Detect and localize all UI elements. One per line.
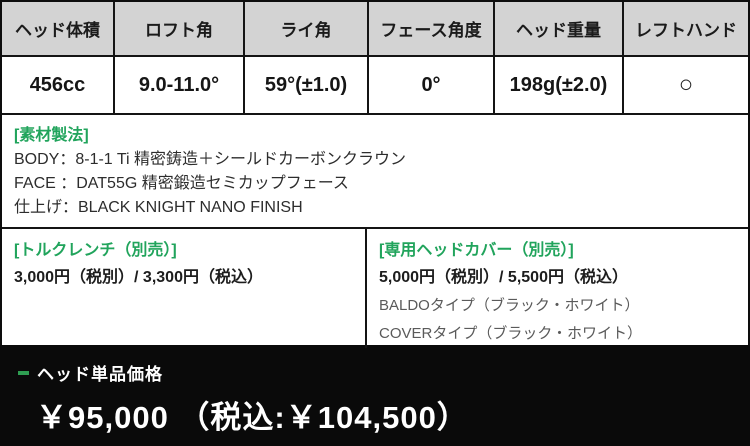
green-dash-icon [18,370,29,375]
value-loft-angle: 9.0-11.0° [115,57,245,115]
material-body-line: BODY：8-1-1 Ti 精密鋳造＋シールドカーボンクラウン [14,151,407,168]
price-bar-label: ヘッド単品価格 [37,365,163,384]
header-head-weight: ヘッド重量 [495,2,624,57]
material-section-label: [素材製法] [14,127,89,144]
headcover-label: [専用ヘッドカバー（別売）] [379,242,574,259]
price-bar-label-row: ヘッド単品価格 [18,360,750,385]
material-section: [素材製法] BODY：8-1-1 Ti 精密鋳造＋シールドカーボンクラウン F… [2,115,748,229]
spec-value-row: 456cc 9.0-11.0° 59°(±1.0) 0° 198g(±2.0) … [2,57,748,115]
material-finish-line: 仕上げ：BLACK KNIGHT NANO FINISH [14,199,303,216]
headcover-variant-baldo: BALDOタイプ（ブラック・ホワイト） [379,297,640,314]
value-lie-angle: 59°(±1.0) [245,57,369,115]
torque-wrench-label: [トルクレンチ（別売）] [14,242,177,259]
head-price-bar: ヘッド単品価格 ￥95,000 （税込:￥104,500） [0,345,750,446]
headcover-variant-cover: COVERタイプ（ブラック・ホワイト） [379,325,643,342]
head-unit-price: ￥95,000 （税込:￥104,500） [36,400,469,435]
value-head-volume: 456cc [2,57,115,115]
header-head-volume: ヘッド体積 [2,2,115,57]
value-face-angle: 0° [369,57,495,115]
spec-header-row: ヘッド体積 ロフト角 ライ角 フェース角度 ヘッド重量 レフトハンド [2,2,748,57]
options-section: [トルクレンチ（別売）] 3,000円（税別）/ 3,300円（税込） [専用ヘ… [2,229,748,348]
value-head-weight: 198g(±2.0) [495,57,624,115]
torque-wrench-panel: [トルクレンチ（別売）] 3,000円（税別）/ 3,300円（税込） [2,229,367,348]
header-face-angle: フェース角度 [369,2,495,57]
header-lie-angle: ライ角 [245,2,369,57]
spec-table: ヘッド体積 ロフト角 ライ角 フェース角度 ヘッド重量 レフトハンド 456cc… [0,0,750,348]
header-left-hand: レフトハンド [624,2,748,57]
torque-wrench-price: 3,000円（税別）/ 3,300円（税込） [14,269,263,286]
material-face-line: FACE ：DAT55G 精密鍛造セミカップフェース [14,175,349,192]
headcover-price: 5,000円（税別）/ 5,500円（税込） [379,269,628,286]
header-loft-angle: ロフト角 [115,2,245,57]
value-left-hand-circle-icon: ○ [624,57,748,115]
headcover-panel: [専用ヘッドカバー（別売）] 5,000円（税別）/ 5,500円（税込） BA… [367,229,748,348]
